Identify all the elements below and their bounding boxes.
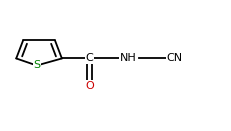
- Text: O: O: [85, 81, 94, 91]
- Text: CN: CN: [167, 53, 183, 63]
- Text: C: C: [85, 53, 93, 63]
- Text: S: S: [33, 61, 40, 70]
- Text: NH: NH: [120, 53, 137, 63]
